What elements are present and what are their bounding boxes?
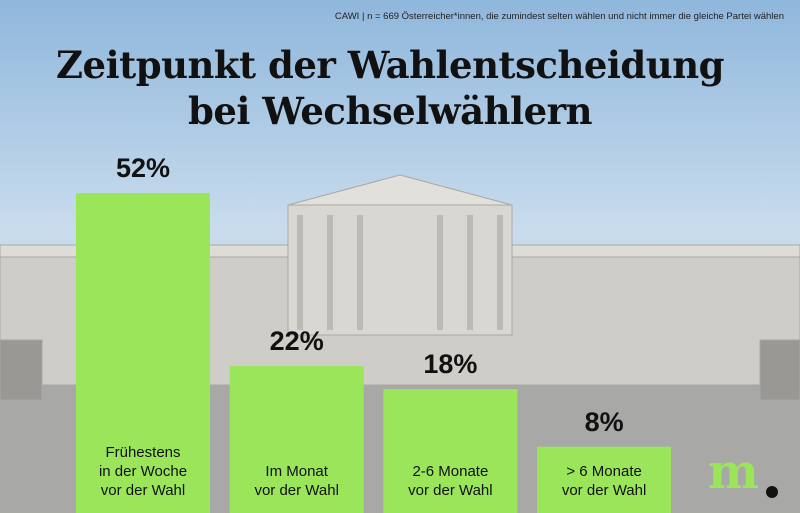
logo-dot xyxy=(766,486,778,498)
category-label: Frühestens in der Woche vor der Wahl xyxy=(98,444,188,499)
source: CAWI | n = 669 Österreicher*innen, die z… xyxy=(334,11,784,22)
bar xyxy=(76,193,210,513)
logo: m xyxy=(708,444,759,500)
bar xyxy=(229,366,364,513)
bar xyxy=(383,389,518,513)
value-label: 52% xyxy=(115,153,171,184)
category-label: > 6 Monate vor der Wahl xyxy=(561,463,647,499)
category-label: 2-6 Monate vor der Wahl xyxy=(408,463,493,499)
value-label: 18% xyxy=(423,349,478,380)
bar xyxy=(537,446,672,513)
chart-title: Zeitpunkt der Wahlentscheidung bei Wechs… xyxy=(56,43,724,133)
category-label: Im Monat vor der Wahl xyxy=(254,463,339,499)
value-label: 22% xyxy=(269,326,324,357)
value-label: 8% xyxy=(584,406,624,437)
